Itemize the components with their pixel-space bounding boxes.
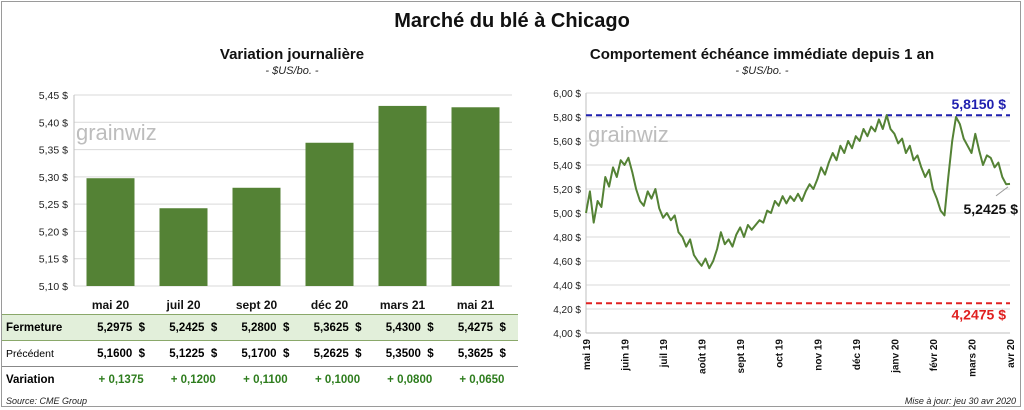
line-chart-subtitle: - $US/bo. - (735, 65, 789, 77)
table-cell: + 0,0650 (459, 373, 505, 386)
table-row-label: Variation (6, 373, 55, 386)
line-xtick-label: mai 19 (582, 339, 593, 371)
bar-chart-subtitle: - $US/bo. - (265, 65, 319, 77)
line-xtick-label: mars 20 (967, 339, 978, 377)
bar (232, 187, 281, 286)
bar-category-label: juil 20 (165, 298, 200, 312)
table-cell: 5,2625 $ (313, 347, 362, 360)
bar-category-label: mai 21 (457, 298, 495, 312)
bar (86, 178, 135, 286)
table-cell: 5,2425 $ (169, 321, 218, 334)
table-cell: 5,3500 $ (385, 347, 434, 360)
line-ytick-label: 5,80 $ (553, 113, 581, 124)
line-ytick-label: 5,60 $ (553, 137, 581, 148)
bar-ytick-label: 5,20 $ (39, 226, 68, 238)
line-ytick-label: 5,40 $ (553, 161, 581, 172)
bar-category-label: sept 20 (236, 298, 278, 312)
line-xtick-label: août 19 (698, 339, 709, 374)
table-cell: 5,4300 $ (385, 321, 434, 334)
bar-ytick-label: 5,45 $ (39, 90, 68, 102)
bar-ytick-label: 5,30 $ (39, 172, 68, 184)
table-cell: 5,1600 $ (97, 347, 146, 360)
last-value-label: 5,2425 $ (964, 201, 1019, 217)
table-cell: 5,3625 $ (313, 321, 362, 334)
grainwiz-logo: grainwiz (588, 122, 669, 147)
line-xtick-label: oct 19 (775, 339, 786, 368)
table-row: Variation + 0,1375 + 0,1200 + 0,1100 + 0,100… (2, 366, 518, 393)
table-row: Précédent 5,1600 $ 5,1225 $ 5,1700 $ 5,2625 … (2, 340, 518, 367)
line-xtick-label: déc 19 (852, 339, 863, 371)
prices-table: Fermeture 5,2975 $ 5,2425 $ 5,2800 $ 5,3625 … (2, 314, 522, 393)
last-value-leader (995, 186, 1009, 197)
line-ytick-label: 5,00 $ (553, 209, 581, 220)
max-value-label: 5,8150 $ (952, 96, 1007, 112)
bar-chart-title: Variation journalière (219, 46, 365, 63)
line-ytick-label: 4,20 $ (553, 305, 581, 316)
line-xtick-label: juin 19 (621, 339, 632, 372)
table-cell: + 0,1100 (243, 373, 288, 386)
line-ytick-label: 4,80 $ (553, 233, 581, 244)
line-ytick-label: 6,00 $ (553, 89, 581, 100)
line-xtick-label: sept 19 (736, 339, 747, 374)
table-cell: 5,3625 $ (457, 347, 506, 360)
source-note: Source: CME Group (6, 396, 88, 406)
bar (159, 208, 208, 286)
bar (305, 142, 354, 286)
line-xtick-label: févr 20 (929, 339, 940, 372)
update-note: Mise à jour: jeu 30 avr 2020 (904, 396, 1016, 406)
bar (378, 105, 427, 287)
line-ytick-label: 4,60 $ (553, 257, 581, 268)
main-title: Marché du blé à Chicago (394, 10, 630, 32)
table-cell: 5,1225 $ (169, 347, 218, 360)
line-xtick-label: janv 20 (890, 339, 901, 374)
line-ytick-label: 4,00 $ (553, 329, 581, 340)
bar-category-label: mai 20 (92, 298, 130, 312)
table-cell: 5,4275 $ (457, 321, 506, 334)
table-cell: 5,2800 $ (241, 321, 290, 334)
bar-ytick-label: 5,10 $ (39, 281, 68, 293)
bar-category-label: déc 20 (311, 298, 349, 312)
bar-ytick-label: 5,40 $ (39, 117, 68, 129)
table-cell: 5,1700 $ (241, 347, 290, 360)
line-xtick-label: nov 19 (813, 339, 824, 371)
table-cell: + 0,0800 (387, 373, 433, 386)
grainwiz-logo: grainwiz (76, 120, 157, 145)
line-chart: 4,00 $ 4,20 $ 4,40 $ 4,60 $ 4,80 $ 5,00 $ 5,20… (553, 89, 1019, 377)
table-cell: 5,2975 $ (97, 321, 146, 334)
table-row: Fermeture 5,2975 $ 5,2425 $ 5,2800 $ 5,3625 … (2, 314, 518, 341)
bar-ytick-label: 5,15 $ (39, 254, 68, 266)
line-xtick-label: avr 20 (1006, 339, 1017, 368)
line-chart-title: Comportement échéance immédiate depuis 1… (589, 46, 935, 63)
line-xtick-label: juil 19 (659, 339, 670, 369)
table-cell: + 0,1375 (98, 373, 144, 386)
line-ytick-label: 5,20 $ (553, 185, 581, 196)
bar-chart: 5,10 $ 5,15 $ 5,20 $ 5,25 $ 5,30 $ 5,35 $ 5,40… (39, 90, 512, 312)
bar-ytick-label: 5,35 $ (39, 145, 68, 157)
table-cell: + 0,1200 (170, 373, 216, 386)
min-value-label: 4,2475 $ (952, 306, 1007, 322)
price-series-line (585, 114, 1011, 270)
table-cell: + 0,1000 (315, 373, 361, 386)
table-row-label: Précédent (6, 347, 54, 360)
bar (451, 107, 500, 287)
line-ytick-label: 4,40 $ (553, 281, 581, 292)
bar-category-label: mars 21 (380, 298, 426, 312)
bar-ytick-label: 5,25 $ (39, 199, 68, 211)
table-row-label: Fermeture (6, 321, 63, 334)
